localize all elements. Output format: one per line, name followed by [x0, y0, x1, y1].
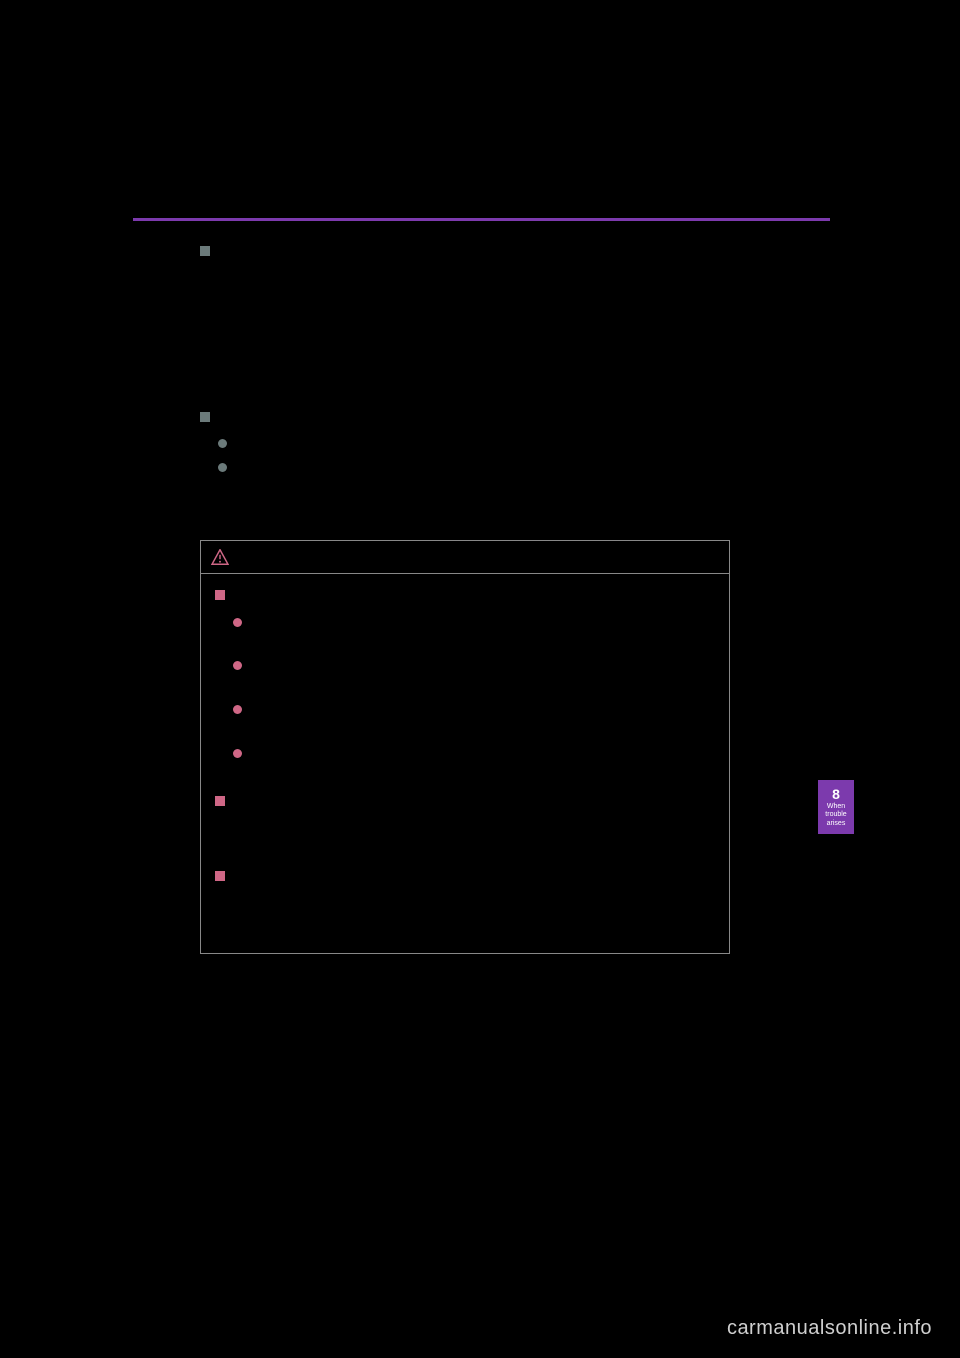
dot-bullet-icon	[218, 463, 227, 472]
caution-bullet: Check the degree of the damage. If it is…	[233, 744, 715, 782]
dot-bullet-icon	[233, 705, 242, 714]
breadcrumb: 8-2. Steps to take in an emergency	[613, 198, 830, 214]
bullet-item: If the warning light does not turn off e…	[218, 457, 730, 518]
caution-section-heading: If a tire is flat	[215, 866, 715, 885]
caution-box: CAUTION If the tire is flat Do not conti…	[200, 540, 730, 954]
section-title: When the tire pressure warning light com…	[218, 408, 507, 424]
caution-bullet-text: Check the degree of the damage. If it is…	[233, 745, 686, 779]
chapter-label: When trouble arises	[818, 803, 854, 828]
section-title: Maintenance of the tires	[218, 242, 367, 258]
caution-header: CAUTION	[201, 541, 729, 574]
caution-bullet-text: Do not tow if your vehicle has a flat ti…	[233, 701, 704, 735]
bullet-item: Check the tire inflation pressure and ad…	[218, 432, 730, 452]
warning-triangle-icon	[211, 549, 229, 565]
header-divider	[133, 218, 830, 221]
caution-bullet-text: Do not continue driving with a flat tire…	[233, 614, 697, 648]
caution-label: CAUTION	[237, 547, 308, 567]
dot-bullet-icon	[233, 749, 242, 758]
caution-section-heading: If the tire is flat	[215, 586, 715, 605]
caution-section-title: If a tire is flat	[233, 867, 307, 882]
caution-bullet: Do not tow if your vehicle has a flat ti…	[233, 700, 715, 738]
caution-section-title: To ensure the tire pressure warning syst…	[233, 792, 586, 807]
caution-body: If the tire is flat Do not continue driv…	[201, 574, 729, 953]
caution-bullet-text: Driving with a flat tire may cause a cir…	[233, 657, 691, 691]
square-bullet-icon	[200, 246, 210, 256]
dot-bullet-icon	[233, 661, 242, 670]
square-bullet-icon	[215, 871, 225, 881]
caution-paragraph: Do not install tires with different spec…	[233, 818, 715, 856]
caution-section-heading: To ensure the tire pressure warning syst…	[215, 791, 715, 810]
page-body: Maintenance of the tires Each tire, incl…	[200, 240, 730, 954]
bullet-text: Check the tire inflation pressure and ad…	[235, 434, 651, 450]
page-header: 553 8-2. Steps to take in an emergency	[133, 198, 830, 214]
page-number: 553	[133, 198, 156, 214]
caution-bullet: Do not continue driving with a flat tire…	[233, 613, 715, 651]
caution-bullet: Driving with a flat tire may cause a cir…	[233, 656, 715, 694]
caution-paragraph: Do not continue driving with a flat tire…	[233, 893, 715, 931]
bullet-text: If the warning light does not turn off e…	[218, 459, 713, 516]
chapter-tab: 8 When trouble arises	[818, 780, 854, 834]
section-heading-warning-light: When the tire pressure warning light com…	[200, 406, 730, 426]
caution-section-title: If the tire is flat	[233, 587, 318, 602]
section-paragraph: Each tire, including the spare (if provi…	[218, 266, 730, 388]
chapter-number: 8	[832, 786, 840, 803]
section-heading-maintenance: Maintenance of the tires	[200, 240, 730, 260]
square-bullet-icon	[215, 796, 225, 806]
dot-bullet-icon	[233, 618, 242, 627]
page-container: { "header": { "page_number": "553", "bre…	[0, 0, 960, 1358]
square-bullet-icon	[200, 412, 210, 422]
dot-bullet-icon	[218, 439, 227, 448]
footer-watermark: carmanualsonline.info	[727, 1317, 932, 1340]
square-bullet-icon	[215, 590, 225, 600]
